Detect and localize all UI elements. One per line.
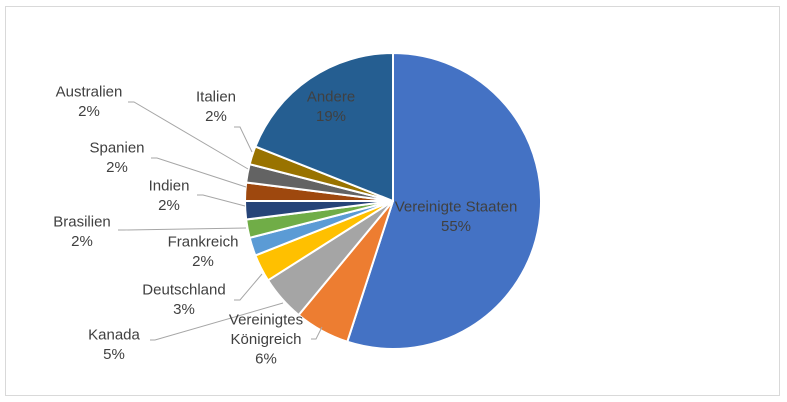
leader-line	[234, 126, 253, 153]
data-label: Deutschland 3%	[142, 281, 225, 318]
leader-line	[128, 101, 249, 170]
data-label: Italien 2%	[196, 88, 236, 125]
data-label: Andere 19%	[307, 88, 355, 125]
data-label: Kanada 5%	[88, 326, 140, 363]
pie-slice-andere	[254, 52, 394, 202]
data-label: Indien 2%	[149, 177, 190, 214]
data-label: Spanien 2%	[89, 139, 144, 176]
leader-line	[151, 157, 247, 188]
data-label: Vereinigte Staaten 55%	[395, 198, 518, 235]
data-label: Vereinigtes Königreich 6%	[229, 312, 303, 368]
data-label: Australien 2%	[56, 83, 123, 120]
data-label: Brasilien 2%	[53, 213, 111, 250]
pie-slice-vereinigte-staaten	[346, 52, 542, 350]
leader-lines	[118, 101, 323, 341]
leader-line	[234, 273, 263, 301]
leader-line	[311, 326, 323, 340]
leader-line	[197, 194, 246, 207]
leader-line	[150, 302, 284, 341]
pie-slices	[244, 52, 542, 350]
data-labels: Vereinigte Staaten 55% Vereinigtes Königrei…	[53, 83, 517, 367]
leader-line	[118, 227, 247, 231]
data-label: Frankreich 2%	[168, 233, 239, 270]
